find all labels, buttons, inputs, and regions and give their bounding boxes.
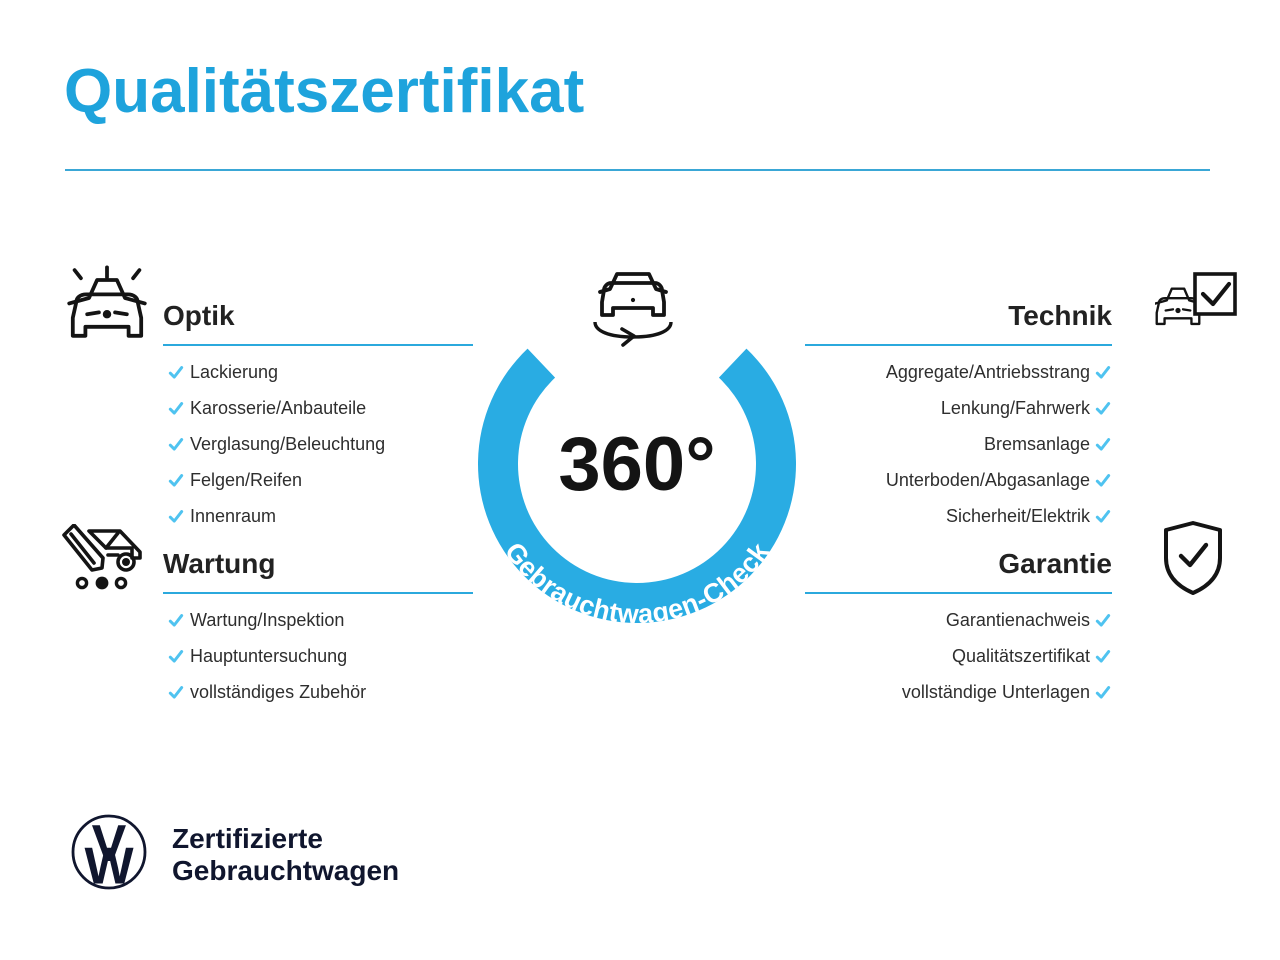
svg-text:360°: 360°	[558, 422, 715, 507]
svg-text:W: W	[84, 838, 134, 892]
